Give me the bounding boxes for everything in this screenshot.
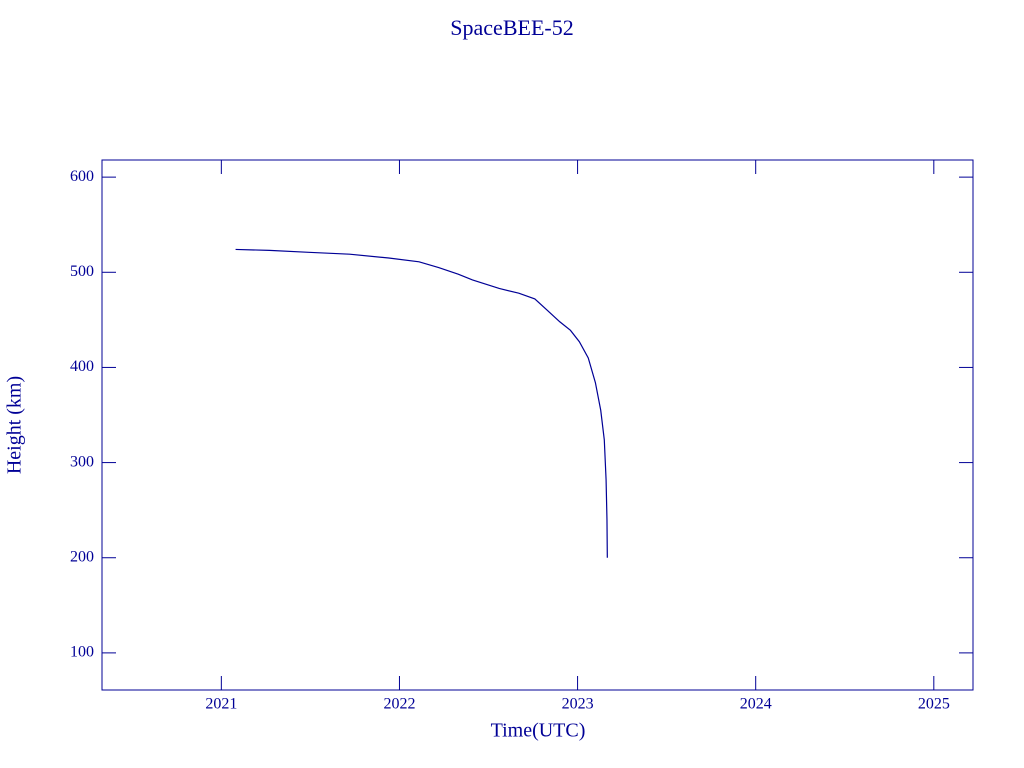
y-axis-label: Height (km): [4, 376, 26, 474]
y-tick-label: 100: [70, 644, 94, 661]
data-line: [235, 248, 608, 558]
x-tick-label: 2022: [383, 696, 415, 713]
x-axis-label: Time(UTC): [491, 720, 586, 742]
y-tick-label: 300: [70, 453, 94, 470]
y-tick-label: 500: [70, 263, 94, 280]
chart-title: SpaceBEE-52: [450, 15, 573, 40]
y-tick-label: 400: [70, 358, 94, 375]
x-tick-label: 2024: [740, 696, 772, 713]
plot-frame: [101, 159, 974, 691]
x-tick-label: 2021: [205, 696, 237, 713]
y-tick-label: 600: [70, 168, 94, 185]
y-tick-label: 200: [70, 548, 94, 565]
x-tick-label: 2025: [918, 696, 950, 713]
x-tick-label: 2023: [562, 696, 594, 713]
